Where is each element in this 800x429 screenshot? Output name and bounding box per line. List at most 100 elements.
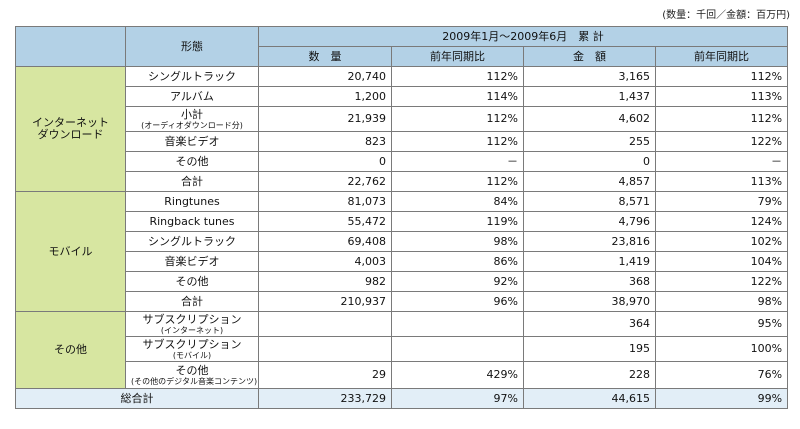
- cell-amount: 0: [523, 151, 656, 172]
- cell-yoy2: 122%: [654, 131, 789, 152]
- cell-qty: 982: [258, 271, 392, 292]
- cell-yoy1: 112%: [391, 171, 524, 192]
- table-row: Ringback tunes 55,472 119% 4,796 124%: [16, 211, 789, 232]
- table-row: 合計 22,762 112% 4,857 113%: [16, 171, 789, 192]
- header-blank: [15, 26, 126, 67]
- sales-table: 形態 2009年1月～2009年6月 累 計 数 量 前年同期比 金 額 前年同…: [15, 26, 789, 409]
- table-row: アルバム 1,200 114% 1,437 113%: [16, 86, 789, 107]
- cell-qty: 20,740: [258, 66, 392, 87]
- cell-amount: 1,437: [523, 86, 656, 107]
- row-label-text: Ringback tunes: [149, 214, 235, 228]
- cell-qty: [258, 336, 392, 362]
- cell-qty: 55,472: [258, 211, 392, 232]
- grand-total-label: 総合計: [15, 388, 259, 409]
- unit-note: (数量：千回／金額：百万円): [662, 10, 790, 21]
- row-sublabel: (モバイル): [172, 350, 212, 360]
- row-label: Ringtunes: [125, 191, 259, 212]
- cell-qty: [258, 311, 392, 337]
- cell-qty: 81,073: [258, 191, 392, 212]
- cell-qty: 29: [258, 361, 392, 389]
- cell-yoy1: 112%: [391, 131, 524, 152]
- row-label: 音楽ビデオ: [125, 251, 259, 272]
- cell-amount: 364: [523, 311, 656, 337]
- row-label: シングルトラック: [125, 66, 259, 87]
- row-label-text: シングルトラック: [148, 234, 236, 248]
- cell-yoy2: 76%: [654, 361, 789, 389]
- cell-amount: 4,602: [523, 106, 656, 132]
- cell-yoy2: 113%: [654, 171, 789, 192]
- row-label: サブスクリプション (モバイル): [125, 336, 259, 362]
- cell-yoy2: 102%: [654, 231, 789, 252]
- row-sublabel: (その他のデジタル音楽コンテンツ): [131, 376, 258, 386]
- cell-qty: 0: [258, 151, 392, 172]
- row-sublabel: (オーディオダウンロード分): [141, 120, 243, 130]
- row-label: その他: [125, 271, 259, 292]
- cell-yoy1: －: [391, 151, 524, 172]
- cell-yoy1: [391, 336, 524, 362]
- row-label-text: サブスクリプション: [142, 312, 242, 326]
- row-label-text: 合計: [181, 174, 203, 188]
- grand-total-yoy2: 99%: [654, 388, 789, 409]
- row-label: サブスクリプション (インターネット): [125, 311, 259, 337]
- cell-amount: 23,816: [523, 231, 656, 252]
- row-label-text: その他: [175, 363, 209, 377]
- row-label: シングルトラック: [125, 231, 259, 252]
- cell-yoy2: 112%: [654, 66, 789, 87]
- row-label: その他 (その他のデジタル音楽コンテンツ): [125, 361, 259, 389]
- cell-yoy1: 119%: [391, 211, 524, 232]
- cell-yoy1: 429%: [391, 361, 524, 389]
- cell-yoy2: 79%: [654, 191, 789, 212]
- table-row: その他 0 － 0 －: [16, 151, 789, 172]
- row-label-text: アルバム: [170, 89, 214, 103]
- cell-yoy1: [391, 311, 524, 337]
- cell-amount: 228: [523, 361, 656, 389]
- cell-yoy1: 96%: [391, 291, 524, 312]
- row-sublabel: (インターネット): [160, 325, 224, 335]
- cell-qty: 4,003: [258, 251, 392, 272]
- row-label: Ringback tunes: [125, 211, 259, 232]
- cell-amount: 195: [523, 336, 656, 362]
- cell-yoy2: 113%: [654, 86, 789, 107]
- cell-yoy2: 100%: [654, 336, 789, 362]
- row-label: 小計 (オーディオダウンロード分): [125, 106, 259, 132]
- grand-total-amount: 44,615: [523, 388, 656, 409]
- grand-total-yoy1: 97%: [391, 388, 524, 409]
- cell-yoy2: 104%: [654, 251, 789, 272]
- row-label-text: 音楽ビデオ: [164, 254, 220, 268]
- group-label-mobile: モバイル: [15, 191, 126, 312]
- row-label: アルバム: [125, 86, 259, 107]
- table-row: その他 982 92% 368 122%: [16, 271, 789, 292]
- table-row: 合計 210,937 96% 38,970 98%: [16, 291, 789, 312]
- cell-yoy2: 122%: [654, 271, 789, 292]
- table-row: インターネット ダウンロード シングルトラック 20,740 112% 3,165 112…: [15, 66, 789, 192]
- cell-yoy2: 95%: [654, 311, 789, 337]
- row-label-text: Ringtunes: [164, 194, 220, 208]
- table-row: その他 (その他のデジタル音楽コンテンツ) 29 429% 228 76%: [16, 361, 789, 389]
- row-label-text: 小計: [181, 107, 203, 121]
- cell-qty: 22,762: [258, 171, 392, 192]
- grand-total-qty: 233,729: [258, 388, 392, 409]
- header-amount: 金 額: [523, 46, 656, 67]
- cell-yoy2: －: [654, 151, 789, 172]
- cell-qty: 210,937: [258, 291, 392, 312]
- header-period: 2009年1月～2009年6月 累 計: [257, 26, 789, 47]
- cell-yoy2: 112%: [654, 106, 789, 132]
- table-row: モバイル Ringtunes 81,073 84% 8,571 79%: [15, 191, 789, 312]
- cell-yoy2: 98%: [654, 291, 789, 312]
- cell-yoy1: 112%: [391, 66, 524, 87]
- header-form: 形態: [125, 26, 259, 67]
- cell-yoy1: 98%: [391, 231, 524, 252]
- cell-amount: 1,419: [523, 251, 656, 272]
- table-row: シングルトラック 69,408 98% 23,816 102%: [16, 231, 789, 252]
- cell-qty: 21,939: [258, 106, 392, 132]
- cell-yoy1: 86%: [391, 251, 524, 272]
- row-label-text: サブスクリプション: [142, 337, 242, 351]
- cell-yoy1: 84%: [391, 191, 524, 212]
- table-row: 音楽ビデオ 4,003 86% 1,419 104%: [16, 251, 789, 272]
- cell-amount: 368: [523, 271, 656, 292]
- header-qty: 数 量: [258, 46, 392, 67]
- table-row: 音楽ビデオ 823 112% 255 122%: [16, 131, 789, 152]
- row-label: その他: [125, 151, 259, 172]
- cell-amount: 8,571: [523, 191, 656, 212]
- row-label: 合計: [125, 291, 259, 312]
